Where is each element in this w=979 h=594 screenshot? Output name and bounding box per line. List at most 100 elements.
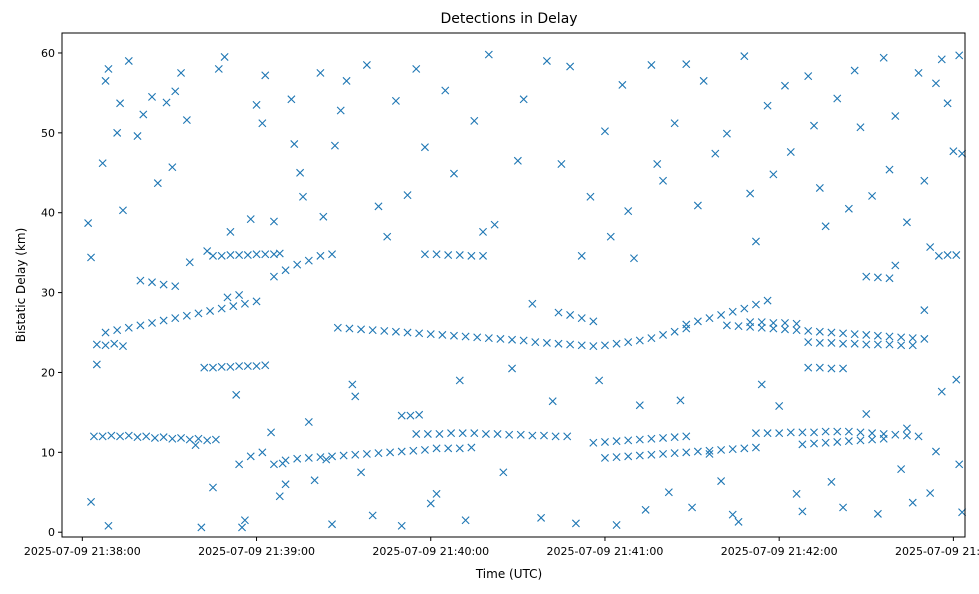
data-point-marker (168, 163, 177, 172)
data-point-marker (958, 508, 967, 517)
data-point-marker (200, 363, 209, 372)
data-point-marker (455, 444, 464, 453)
data-point-marker (159, 433, 168, 442)
data-point-marker (844, 437, 853, 446)
data-point-marker (897, 341, 906, 350)
data-point-marker (740, 444, 749, 453)
data-point-marker (397, 521, 406, 530)
data-point-marker (879, 434, 888, 443)
data-point-marker (792, 326, 801, 335)
data-point-marker (955, 460, 964, 469)
data-point-marker (275, 249, 284, 258)
data-point-marker (342, 76, 351, 85)
data-point-marker (600, 127, 609, 136)
data-point-marker (676, 396, 685, 405)
data-point-marker (171, 314, 180, 323)
data-point-marker (844, 204, 853, 213)
data-point-marker (682, 448, 691, 457)
data-point-marker (330, 141, 339, 150)
data-point-marker (168, 434, 177, 443)
y-tick-label: 10 (41, 446, 55, 459)
y-axis-label: Bistatic Delay (km) (14, 228, 28, 343)
data-point-marker (182, 311, 191, 320)
x-tick-label: 2025-07-09 21:43:00 (895, 545, 979, 558)
data-point-marker (415, 329, 424, 338)
data-point-marker (458, 429, 467, 438)
data-point-marker (827, 364, 836, 373)
data-point-marker (304, 417, 313, 426)
data-point-marker (763, 296, 772, 305)
data-point-marker (891, 261, 900, 270)
data-point-marker (810, 121, 819, 130)
data-point-marker (104, 521, 113, 530)
data-point-marker (717, 445, 726, 454)
data-point-marker (862, 272, 871, 281)
data-point-marker (148, 278, 156, 287)
data-point-marker (577, 251, 586, 260)
data-point-marker (908, 341, 917, 350)
data-point-marker (868, 435, 877, 444)
data-point-marker (862, 340, 871, 349)
data-point-marker (577, 341, 586, 350)
data-point-marker (885, 274, 894, 283)
data-point-marker (693, 447, 702, 456)
data-point-marker (133, 433, 142, 442)
y-tick-label: 40 (41, 207, 55, 220)
data-point-marker (833, 94, 842, 103)
data-point-marker (171, 282, 180, 291)
data-point-marker (757, 318, 766, 327)
data-point-marker (345, 324, 354, 333)
data-point-marker (449, 331, 458, 340)
data-point-marker (441, 86, 450, 95)
data-point-marker (194, 434, 203, 443)
x-tick-label: 2025-07-09 21:40:00 (372, 545, 489, 558)
y-tick-label: 0 (48, 526, 55, 539)
data-point-marker (226, 227, 235, 236)
data-point-marker (873, 509, 882, 518)
data-point-marker (815, 327, 824, 336)
data-point-marker (792, 489, 801, 498)
data-point-marker (316, 453, 325, 462)
data-point-marker (409, 446, 418, 455)
data-point-marker (612, 339, 621, 348)
data-point-marker (470, 429, 479, 438)
data-point-marker (229, 302, 238, 311)
data-point-marker (786, 148, 795, 156)
data-point-marker (659, 449, 668, 458)
data-point-marker (278, 459, 287, 468)
data-point-marker (699, 76, 708, 85)
data-point-marker (740, 304, 749, 313)
data-point-marker (310, 476, 319, 485)
data-point-marker (223, 293, 232, 302)
x-tick-label: 2025-07-09 21:41:00 (547, 545, 664, 558)
data-point-marker (879, 53, 888, 62)
data-point-marker (261, 250, 270, 259)
data-point-marker (519, 95, 528, 104)
data-point-marker (635, 336, 644, 345)
data-point-marker (316, 251, 325, 260)
data-point-marker (490, 220, 499, 229)
data-point-marker (577, 314, 586, 323)
data-point-marker (839, 503, 848, 512)
data-point-marker (101, 341, 110, 350)
data-point-marker (432, 250, 441, 259)
data-point-marker (438, 330, 447, 339)
data-point-marker (246, 215, 255, 224)
data-point-marker (508, 364, 517, 373)
data-point-marker (357, 468, 366, 477)
data-point-marker (420, 143, 429, 152)
data-point-marker (455, 376, 464, 385)
data-point-marker (804, 326, 813, 335)
data-point-marker (934, 251, 943, 260)
data-point-marker (734, 322, 743, 331)
data-point-marker (647, 450, 656, 459)
data-point-marker (804, 338, 813, 347)
data-point-marker (87, 253, 96, 262)
data-point-marker (885, 340, 894, 349)
data-point-marker (920, 334, 929, 343)
data-point-marker (391, 96, 400, 105)
data-point-marker (734, 517, 743, 526)
data-point-marker (531, 338, 540, 347)
data-point-marker (148, 92, 156, 101)
data-point-marker (519, 336, 528, 345)
